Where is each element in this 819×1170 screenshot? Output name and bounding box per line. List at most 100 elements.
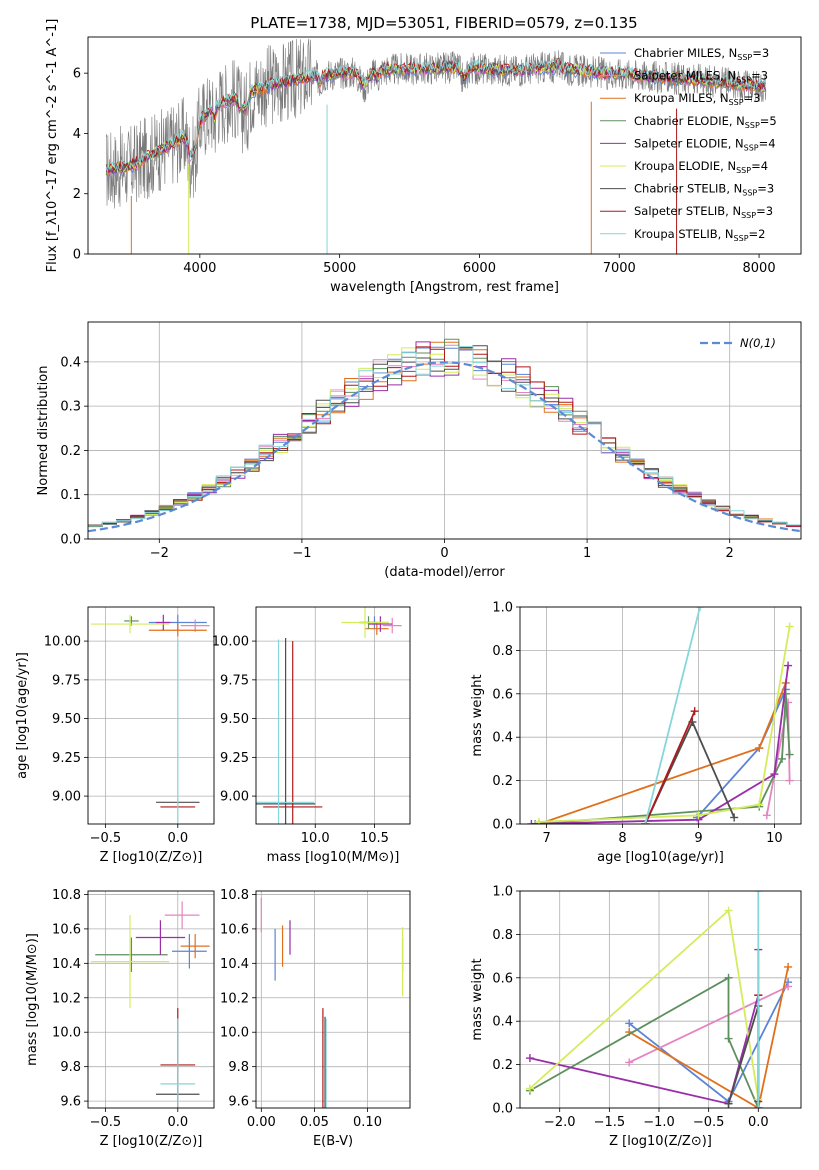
y-tick-label: 0.2: [492, 1058, 513, 1073]
legend-entry-3: Kroupa MILES, NSSP=3: [634, 91, 760, 107]
x-tick-label: 10.0: [301, 831, 330, 846]
model-spectrum-line: [105, 59, 766, 173]
x-tick-label: −0.5: [693, 1115, 725, 1130]
x-axis-label: wavelength [Angstrom, rest frame]: [330, 280, 559, 295]
y-tick-label: 0.0: [492, 1102, 513, 1117]
x-axis-label: (data-model)/error: [384, 565, 505, 580]
y-tick-label: 0.1: [60, 488, 81, 503]
panel-weight-vs-Z: −2.0 −1.5 −1.0 −0.5 0.0 0.0 0.2 0.4 0.6 0.8 1.0 Z […: [470, 885, 802, 1149]
y-tick-label: 0.2: [60, 444, 81, 459]
x-tick-label: 0.0: [167, 831, 188, 846]
y-tick-label: 1.0: [492, 601, 513, 616]
y-tick-label: 10.4: [52, 957, 81, 972]
weight-line: [644, 710, 696, 824]
legend-entry-4: Chabrier ELODIE, NSSP=5: [634, 114, 777, 130]
y-tick-label: 10.2: [220, 991, 249, 1006]
legend-entry-7: Chabrier STELIB, NSSP=3: [634, 182, 774, 198]
x-tick-label: 8000: [743, 261, 776, 276]
weight-vs-age-plot-area: [527, 607, 794, 824]
y-tick-label: 9.00: [52, 790, 81, 805]
y-tick-label: 0.3: [60, 400, 81, 415]
x-tick-label: 0.00: [247, 1115, 276, 1130]
panel-age-vs-mass: 10.0 10.5 9.00 9.25 9.50 9.75 10.00 mass [log10…: [212, 606, 411, 865]
y-tick-label: 9.50: [220, 712, 249, 727]
panel-age-vs-Z: −0.5 0.0 9.00 9.25 9.50 9.75 10.00 Z [log10(Z/Z…: [15, 606, 215, 865]
x-axis-label: Z [log10(Z/Z⊙)]: [100, 1134, 203, 1149]
y-tick-label: 9.50: [52, 712, 81, 727]
y-axis-label: mass weight: [470, 958, 485, 1040]
axes-frame: [519, 890, 802, 1109]
legend-entry-2: Salpeter MILES, NSSP=3: [634, 69, 768, 85]
axes-frame: [255, 890, 411, 1109]
spectrum-plot-area: [105, 38, 767, 254]
y-tick-label: 0.6: [492, 687, 513, 702]
y-tick-label: 10.00: [212, 635, 249, 650]
axes-frame: [87, 890, 215, 1109]
x-tick-label: 9: [694, 831, 702, 846]
axes-frame: [87, 606, 215, 825]
age-vs-Z-plot-area: [90, 614, 210, 824]
x-tick-label: −2.0: [544, 1115, 576, 1130]
y-tick-label: 4: [73, 127, 81, 142]
x-tick-label: −1.0: [643, 1115, 675, 1130]
x-axis-label: age [log10(age/yr)]: [597, 850, 724, 865]
residuals-plot-area: [88, 338, 801, 533]
y-tick-label: 10.00: [44, 635, 81, 650]
x-tick-label: 10: [766, 831, 783, 846]
x-tick-label: −2: [150, 546, 169, 561]
y-tick-label: 9.6: [228, 1095, 249, 1110]
y-tick-label: 9.25: [52, 751, 81, 766]
y-tick-label: 1.0: [492, 885, 513, 900]
legend-entry-1: Chabrier MILES, NSSP=3: [634, 46, 769, 62]
y-tick-label: 10.6: [52, 922, 81, 937]
figure-title: PLATE=1738, MJD=53051, FIBERID=0579, z=0…: [250, 14, 637, 32]
y-tick-label: 0.8: [492, 644, 513, 659]
data-spectrum-line: [105, 38, 767, 209]
panel-mass-vs-ebv: 0.00 0.05 0.10 9.6 9.8 10.0 10.2 10.4 10.6 10.8 E(…: [220, 888, 411, 1149]
mass-vs-Z-plot-area: [90, 901, 210, 1108]
x-tick-label: 8: [618, 831, 626, 846]
residual-histogram: [88, 346, 801, 529]
mass-vs-ebv-plot-area: [260, 897, 404, 1108]
weight-line: [727, 1005, 760, 1104]
panel-spectrum: 4000 5000 6000 7000 8000 0 2 4 6 wavelength [Angs…: [45, 19, 802, 295]
y-tick-label: 9.6: [60, 1095, 81, 1110]
x-tick-label: 0.0: [167, 1115, 188, 1130]
y-axis-label: Normed distribution: [36, 366, 51, 496]
y-tick-label: 10.8: [52, 888, 81, 903]
legend-entry-6: Kroupa ELODIE, NSSP=4: [634, 159, 768, 175]
y-tick-label: 10.0: [52, 1026, 81, 1041]
y-tick-label: 0.4: [492, 731, 513, 746]
y-tick-label: 6: [73, 67, 81, 82]
y-tick-label: 0.0: [60, 533, 81, 548]
y-axis-label: age [log10(age/yr)]: [15, 652, 30, 779]
y-tick-label: 0.2: [492, 774, 513, 789]
x-tick-label: 0.05: [300, 1115, 329, 1130]
x-tick-label: 0.0: [748, 1115, 769, 1130]
weight-line: [531, 665, 789, 824]
spectrum-legend: Chabrier MILES, NSSP=3 Salpeter MILES, NS…: [600, 46, 777, 243]
y-tick-label: 9.8: [60, 1060, 81, 1075]
legend-entry-9: Kroupa STELIB, NSSP=2: [634, 227, 765, 243]
panel-mass-vs-Z: −0.5 0.0 9.6 9.8 10.0 10.2 10.4 10.6 10.8 Z [log1…: [25, 888, 215, 1149]
y-tick-label: 0.6: [492, 971, 513, 986]
x-tick-label: 2: [726, 546, 734, 561]
x-tick-label: 1: [583, 546, 591, 561]
legend-entry-5: Salpeter ELODIE, NSSP=4: [634, 136, 776, 152]
y-tick-label: 0: [73, 248, 81, 263]
weight-line: [644, 607, 701, 824]
legend-entry-8: Salpeter STELIB, NSSP=3: [634, 204, 773, 220]
axes-frame: [87, 321, 802, 540]
x-tick-label: 0: [440, 546, 448, 561]
weight-line: [538, 626, 791, 823]
panel-residuals: −2 −1 0 1 2 0.0 0.1 0.2 0.3 0.4 (data-model)/error…: [36, 321, 802, 580]
y-tick-label: 9.8: [228, 1060, 249, 1075]
x-tick-label: −1.5: [594, 1115, 626, 1130]
y-axis-label: mass weight: [470, 674, 485, 756]
y-tick-label: 10.6: [220, 922, 249, 937]
y-tick-label: 9.00: [220, 790, 249, 805]
x-tick-label: 6000: [463, 261, 496, 276]
axes-frame: [87, 36, 802, 255]
x-axis-label: Z [log10(Z/Z⊙)]: [609, 1134, 712, 1149]
